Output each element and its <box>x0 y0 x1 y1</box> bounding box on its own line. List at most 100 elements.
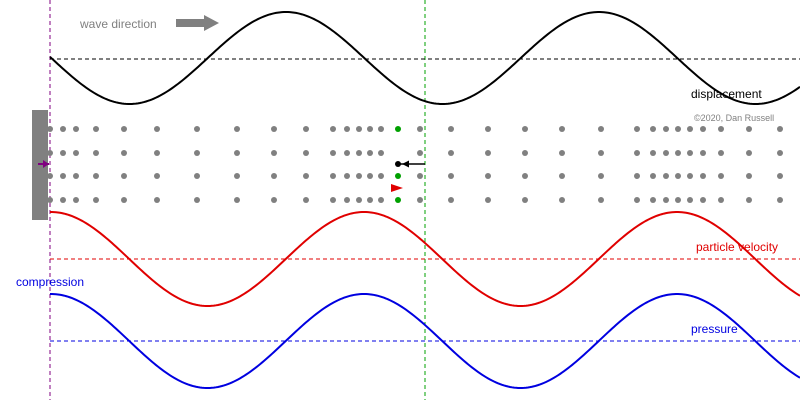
particle <box>367 150 373 156</box>
particle <box>777 173 783 179</box>
particle <box>417 126 423 132</box>
particle <box>47 126 53 132</box>
particle <box>330 173 336 179</box>
particle <box>378 173 384 179</box>
particle <box>194 150 200 156</box>
particle <box>378 150 384 156</box>
particle <box>234 126 240 132</box>
particle <box>303 197 309 203</box>
particle <box>559 126 565 132</box>
particle <box>777 126 783 132</box>
purple-arrow-right-icon <box>38 160 49 168</box>
particle <box>121 197 127 203</box>
particle <box>687 150 693 156</box>
particle <box>93 173 99 179</box>
wave-direction-label: wave direction <box>79 17 157 31</box>
particle <box>650 197 656 203</box>
particle <box>663 150 669 156</box>
particle <box>650 150 656 156</box>
particle <box>93 150 99 156</box>
particle <box>234 197 240 203</box>
particle <box>675 197 681 203</box>
particle <box>303 173 309 179</box>
particle <box>687 126 693 132</box>
particle <box>234 150 240 156</box>
particle <box>271 197 277 203</box>
particle <box>700 173 706 179</box>
compression-label: compression <box>16 275 84 289</box>
particle <box>47 197 53 203</box>
particle <box>344 197 350 203</box>
particle <box>73 150 79 156</box>
particle <box>559 197 565 203</box>
particle <box>330 150 336 156</box>
particle <box>356 197 362 203</box>
particle <box>485 126 491 132</box>
particle <box>675 150 681 156</box>
particle <box>634 126 640 132</box>
highlighted-particle <box>395 173 401 179</box>
particle <box>121 126 127 132</box>
particle <box>687 197 693 203</box>
particle <box>154 197 160 203</box>
particle <box>378 126 384 132</box>
particle <box>675 173 681 179</box>
particle <box>356 126 362 132</box>
particle <box>746 126 752 132</box>
particle <box>746 173 752 179</box>
particle <box>675 126 681 132</box>
displacement-label: displacement <box>691 87 762 101</box>
particle <box>93 197 99 203</box>
particle <box>367 173 373 179</box>
particle <box>559 150 565 156</box>
particle <box>746 197 752 203</box>
particle <box>663 126 669 132</box>
particle <box>650 126 656 132</box>
particle <box>634 150 640 156</box>
copyright-text: ©2020, Dan Russell <box>694 113 774 123</box>
particle <box>194 126 200 132</box>
particle <box>700 197 706 203</box>
particle <box>598 173 604 179</box>
displacement-curve <box>49 10 800 106</box>
particle <box>777 150 783 156</box>
particle <box>73 173 79 179</box>
left-arrow-icon <box>395 160 425 168</box>
particle <box>356 150 362 156</box>
particle <box>47 173 53 179</box>
particle <box>330 197 336 203</box>
particle <box>522 150 528 156</box>
particle <box>448 126 454 132</box>
right-arrow-icon <box>176 15 219 31</box>
particle <box>777 197 783 203</box>
particle <box>718 197 724 203</box>
particle <box>194 173 200 179</box>
particle <box>417 150 423 156</box>
particle <box>73 126 79 132</box>
particle <box>559 173 565 179</box>
particle <box>154 150 160 156</box>
particle <box>378 197 384 203</box>
particle <box>598 150 604 156</box>
particle <box>522 126 528 132</box>
particle <box>367 126 373 132</box>
particle <box>746 150 752 156</box>
particle <box>598 126 604 132</box>
particle <box>303 150 309 156</box>
particle <box>448 173 454 179</box>
particle <box>718 150 724 156</box>
particle <box>93 126 99 132</box>
highlighted-particle <box>395 126 401 132</box>
particle <box>522 173 528 179</box>
particle <box>634 197 640 203</box>
particle <box>47 150 53 156</box>
particle-velocity-curve <box>50 210 800 308</box>
particle <box>700 150 706 156</box>
particle <box>598 197 604 203</box>
particle <box>194 197 200 203</box>
particle <box>367 197 373 203</box>
particle <box>154 173 160 179</box>
particle <box>60 126 66 132</box>
